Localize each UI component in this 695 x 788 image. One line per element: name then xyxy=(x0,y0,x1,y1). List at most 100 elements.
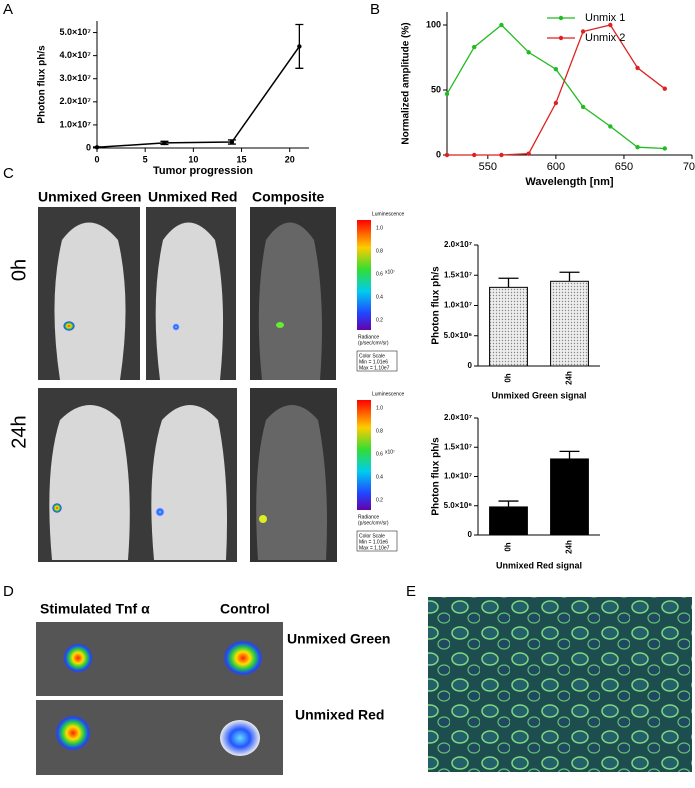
signal-spot xyxy=(220,720,260,756)
mouse-body xyxy=(258,222,322,380)
x-tick-label: 0h xyxy=(504,542,513,551)
signal-spot xyxy=(259,515,267,523)
colorbar xyxy=(357,220,371,330)
scale-min: Min = 1.01e6 xyxy=(359,539,388,545)
point xyxy=(526,50,531,55)
y-tick-label: 1.0×10⁷ xyxy=(60,119,92,129)
y-tick-label: 2.0×10⁷ xyxy=(444,240,472,249)
y-tick-label: 5.0×10⁶ xyxy=(444,501,473,510)
point xyxy=(526,151,531,156)
line xyxy=(96,45,300,149)
point xyxy=(608,22,613,28)
y-axis-label: Photon flux ph/s xyxy=(431,437,442,516)
signal-spot xyxy=(63,321,75,331)
panel-label: B xyxy=(370,1,380,18)
x-tick-label: 24h xyxy=(565,540,574,554)
x-tick-label: 600 xyxy=(547,161,565,173)
scale-max: Max = 1.10e7 xyxy=(359,545,390,551)
y-tick-label: 50 xyxy=(431,84,441,94)
colorbar-tick: 0.2 xyxy=(376,497,383,503)
point xyxy=(472,44,477,50)
column-label: Control xyxy=(220,601,270,617)
x-axis-label: Unmixed Green signal xyxy=(491,390,586,400)
panel-label: D xyxy=(3,583,14,600)
bar xyxy=(489,286,528,367)
mouse-body xyxy=(155,222,224,380)
point xyxy=(297,44,302,49)
y-axis-label: Photon flux ph/s xyxy=(37,45,48,124)
panel-c-images: Unmixed Green Unmixed Red Composite 0h 2… xyxy=(8,189,337,562)
y-tick-label: 4.0×10⁷ xyxy=(60,50,92,60)
mouse-body xyxy=(151,405,227,560)
legend-marker xyxy=(558,35,564,41)
colorbar xyxy=(357,400,371,510)
error-bar xyxy=(559,450,580,459)
point xyxy=(162,140,167,146)
row-label: 24h xyxy=(8,415,30,448)
row-label: 0h xyxy=(8,259,30,281)
error-bar xyxy=(498,277,519,288)
point xyxy=(580,29,586,34)
y-tick-label: 3.0×10⁷ xyxy=(60,73,92,83)
error-bar xyxy=(559,271,580,282)
y-tick-label: 2.0×10⁷ xyxy=(60,96,92,106)
point xyxy=(472,152,477,158)
colorbar-tick: 0.4 xyxy=(376,294,383,300)
legend-marker xyxy=(558,15,564,21)
y-tick-label: 1.5×10⁷ xyxy=(444,270,472,279)
signal-spot xyxy=(52,503,62,513)
signal-spot xyxy=(276,322,284,328)
x-tick-label: 550 xyxy=(479,161,497,173)
x-tick-label: 15 xyxy=(237,154,247,164)
bar xyxy=(489,506,528,536)
colorbar-title: Luminescence xyxy=(372,391,404,397)
y-tick-label: 0 xyxy=(86,142,91,152)
y-tick-label: 0 xyxy=(436,149,441,159)
y-tick-label: 0 xyxy=(468,530,473,539)
y-tick-label: 5.0×10⁷ xyxy=(60,27,92,37)
legend-label: Unmix 2 xyxy=(585,32,625,44)
x-tick-label: 700 xyxy=(683,161,695,173)
scale-max: Max = 1.10e7 xyxy=(359,365,390,371)
x-axis-label: Wavelength [nm] xyxy=(525,176,614,188)
colorbar-tick: 0.2 xyxy=(376,317,383,323)
panel-label: E xyxy=(406,583,416,600)
column-label: Unmixed Red xyxy=(148,189,237,205)
colorbar-label: (p/sec/cm²/sr) xyxy=(358,520,389,526)
panel-label: C xyxy=(3,165,14,182)
point xyxy=(662,86,667,91)
scale-box xyxy=(356,350,398,372)
column-label: Stimulated Tnf α xyxy=(40,601,150,617)
colorbars: Luminescence1.00.80.60.40.2x10⁷Radiance(… xyxy=(356,211,404,552)
y-tick-label: 100 xyxy=(426,19,441,29)
y-tick-label: 5.0×10⁶ xyxy=(444,331,473,340)
x-tick-label: 650 xyxy=(615,161,633,173)
x-tick-label: 0h xyxy=(504,373,513,382)
row-label: Unmixed Green xyxy=(287,631,390,647)
panel-labels: A B C D E xyxy=(3,1,416,600)
colorbar-tick: 0.6 xyxy=(376,451,383,457)
signal-spot xyxy=(223,640,263,676)
y-tick-label: 0 xyxy=(468,361,473,370)
point xyxy=(499,152,504,158)
bar xyxy=(550,280,589,367)
point xyxy=(444,91,450,97)
line xyxy=(446,24,665,150)
x-tick-label: 20 xyxy=(285,154,295,164)
colorbar-tick: 1.0 xyxy=(376,225,383,231)
x-tick-label: 10 xyxy=(188,154,198,164)
y-tick-label: 1.0×10⁷ xyxy=(444,301,472,310)
x-axis-label: Unmixed Red signal xyxy=(496,560,582,570)
colorbar-title: Luminescence xyxy=(372,211,404,217)
x-axis-label: Tumor progression xyxy=(153,165,253,177)
signal-spot xyxy=(155,507,165,517)
scale-title: Color Scale xyxy=(359,533,385,539)
scale-box xyxy=(356,530,398,552)
point xyxy=(499,22,504,28)
microscopy-image xyxy=(428,597,692,772)
mouse-body xyxy=(54,222,126,380)
colorbar-tick: 1.0 xyxy=(376,405,383,411)
point xyxy=(553,67,559,72)
panel-label: A xyxy=(3,1,13,18)
